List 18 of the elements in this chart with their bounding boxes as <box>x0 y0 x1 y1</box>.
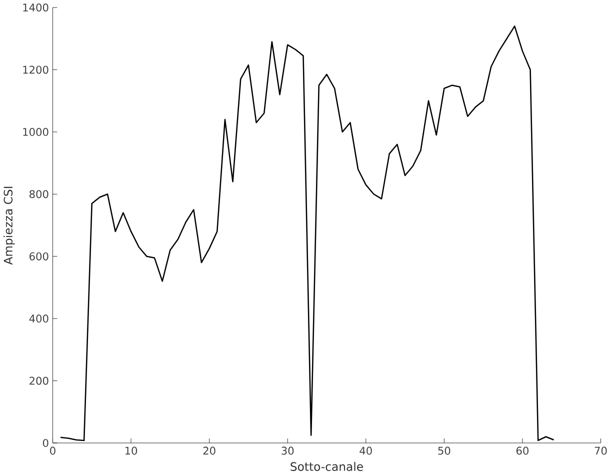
y-tick-label: 800 <box>30 190 48 198</box>
x-tick-label: 0 <box>50 446 56 455</box>
x-tick-label: 70 <box>594 446 607 455</box>
y-tick-label: 1400 <box>23 4 48 12</box>
y-tick-label: 1000 <box>23 128 48 136</box>
y-axis-title: Ampiezza CSI <box>4 187 15 265</box>
x-tick-label: 10 <box>125 446 138 455</box>
y-tick-label: 200 <box>30 376 48 386</box>
y-tick-label: 0 <box>42 439 48 448</box>
y-tick-label: 400 <box>29 314 48 323</box>
x-tick-label: 20 <box>203 446 216 455</box>
x-tick-label: 50 <box>438 446 450 455</box>
x-axis-title: Sotto-canale <box>290 462 363 472</box>
y-tick-label: 600 <box>30 252 48 261</box>
x-tick-label: 30 <box>282 446 294 455</box>
x-tick-label: 60 <box>516 446 528 455</box>
x-tick-label: 40 <box>360 446 372 455</box>
y-tick-label: 1200 <box>23 66 48 74</box>
